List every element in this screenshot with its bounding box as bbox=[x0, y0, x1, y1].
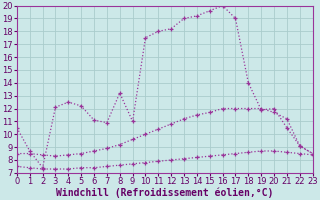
X-axis label: Windchill (Refroidissement éolien,°C): Windchill (Refroidissement éolien,°C) bbox=[56, 187, 273, 198]
